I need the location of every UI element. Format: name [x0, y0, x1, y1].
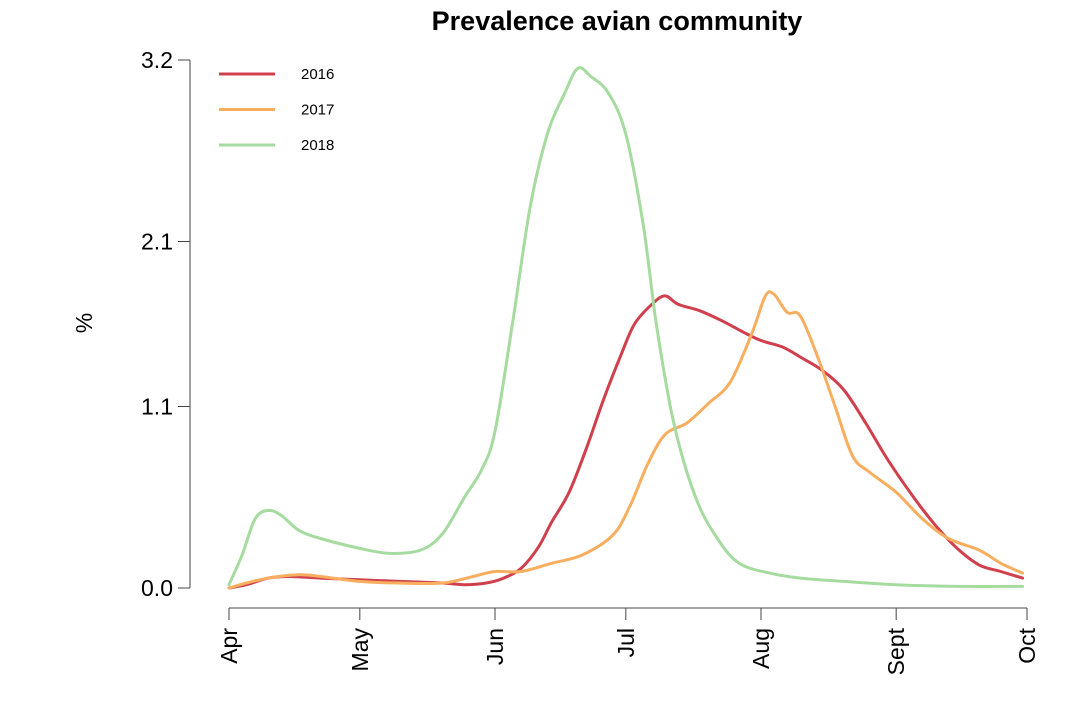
- series-line-2017: [227, 290, 1025, 590]
- x-tick-label: Apr: [216, 628, 242, 664]
- series-line-2018: [227, 66, 1025, 588]
- legend-label-2018: 2018: [301, 137, 334, 154]
- y-tick-label: 3.2: [141, 47, 173, 73]
- x-tick-label: Sept: [883, 627, 909, 675]
- x-tick-label: May: [347, 628, 373, 672]
- y-tick-label: 2.1: [141, 229, 173, 255]
- x-tick-label: Jun: [482, 628, 508, 665]
- series-line-2016: [227, 294, 1025, 590]
- x-tick-label: Aug: [748, 628, 774, 669]
- x-tick-label: Oct: [1014, 627, 1040, 663]
- x-axis: Apr May Jun Jul Aug Sept Oct: [216, 607, 1040, 675]
- legend-label-2017: 2017: [301, 102, 334, 119]
- y-axis-label: %: [71, 313, 97, 333]
- series-lines: [227, 66, 1025, 590]
- x-tick-label: Jul: [613, 628, 639, 657]
- chart-title: Prevalence avian community: [432, 6, 803, 36]
- legend-label-2016: 2016: [301, 66, 334, 83]
- y-tick-label: 0.0: [141, 575, 173, 601]
- y-axis: 0.0 1.1 2.1 3.2: [141, 47, 191, 601]
- y-tick-label: 1.1: [141, 394, 173, 420]
- legend: 2016 2017 2018: [219, 66, 334, 154]
